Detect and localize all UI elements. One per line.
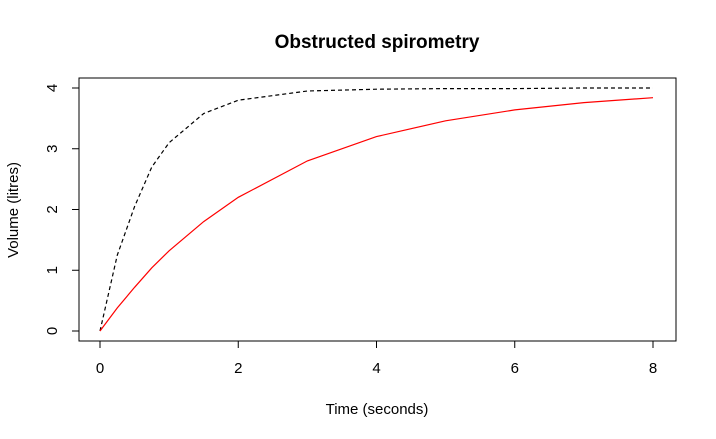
y-tick-label: 4 (44, 84, 61, 92)
y-tick-label: 0 (44, 327, 61, 335)
series-line-1 (99, 97, 654, 332)
series-line-0 (99, 87, 653, 332)
y-tick-label: 1 (44, 266, 61, 274)
y-tick-label: 2 (44, 205, 61, 213)
y-tick-label: 3 (44, 145, 61, 153)
x-tick-label: 2 (234, 360, 242, 377)
x-tick-label: 6 (511, 360, 519, 377)
series-layer (99, 87, 654, 332)
y-axis: 0 1 2 3 4 (44, 84, 80, 335)
plot-frame (78, 77, 677, 342)
y-axis-label: Volume (litres) (5, 162, 22, 258)
x-tick-label: 0 (96, 360, 104, 377)
x-tick-label: 8 (649, 360, 657, 377)
x-axis: 0 2 4 6 8 (96, 340, 657, 377)
chart-title: Obstructed spirometry (275, 32, 480, 53)
x-tick-label: 4 (372, 360, 380, 377)
x-axis-label: Time (seconds) (326, 401, 429, 418)
